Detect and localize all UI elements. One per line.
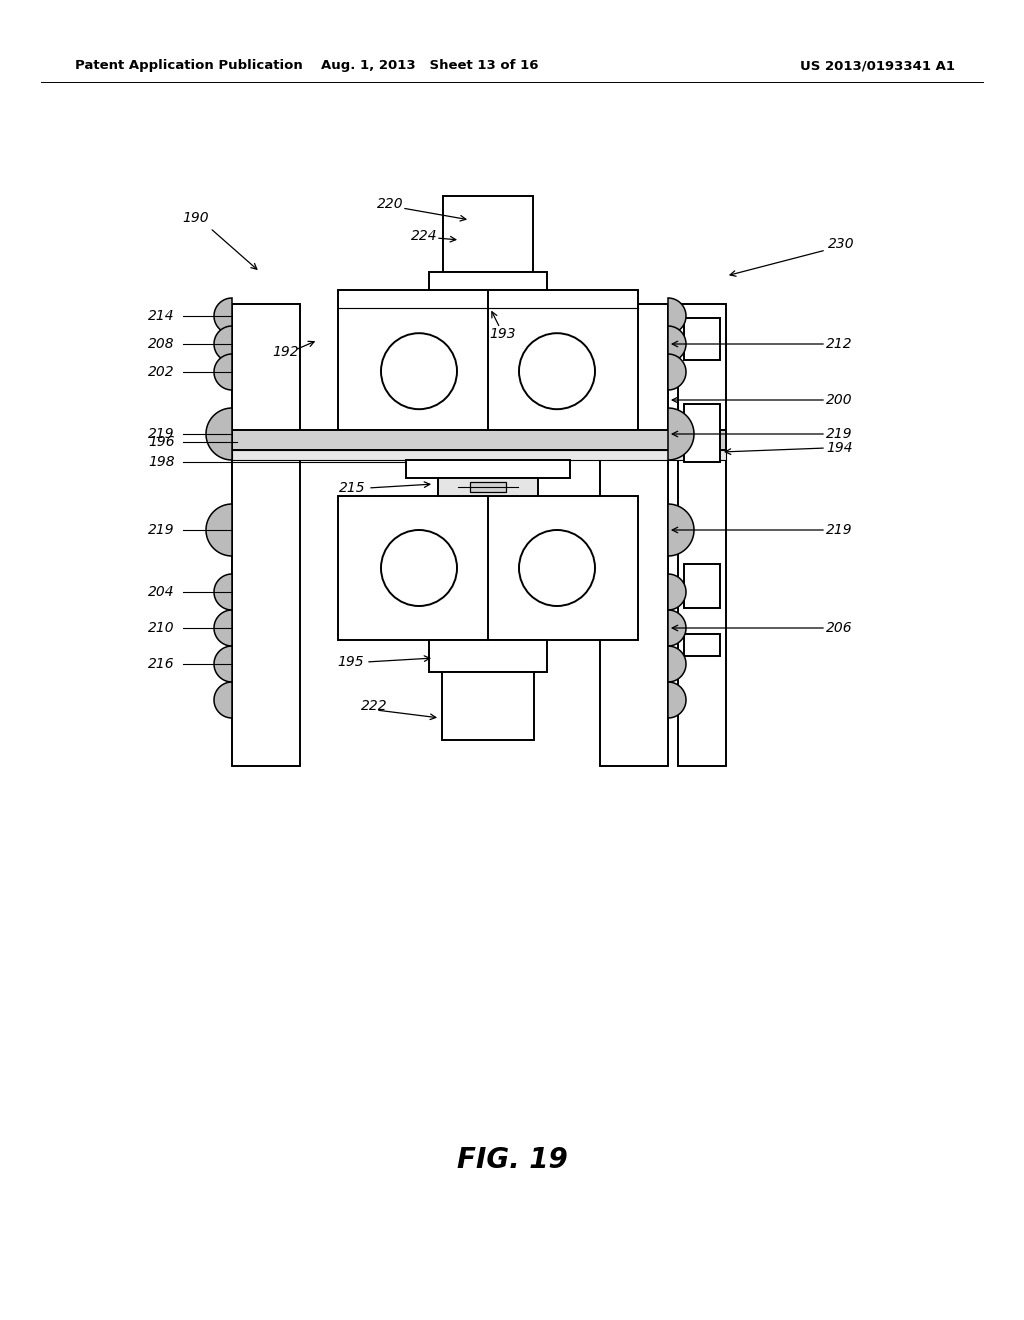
Bar [232, 450, 726, 459]
Circle shape [519, 531, 595, 606]
Polygon shape [668, 610, 686, 645]
Text: 196: 196 [148, 436, 175, 449]
Polygon shape [668, 354, 686, 389]
Polygon shape [668, 645, 686, 682]
Text: 219: 219 [148, 523, 175, 537]
Text: 215: 215 [339, 480, 366, 495]
Circle shape [519, 333, 595, 409]
Bar [470, 482, 506, 492]
Bar [338, 496, 638, 640]
Bar [232, 430, 726, 450]
Text: 219: 219 [826, 523, 853, 537]
Text: 195: 195 [337, 655, 364, 669]
Text: 214: 214 [148, 309, 175, 323]
Circle shape [381, 333, 457, 409]
Polygon shape [668, 298, 686, 334]
Text: 204: 204 [148, 585, 175, 599]
Bar [406, 459, 570, 478]
Text: 190: 190 [182, 211, 209, 224]
Polygon shape [214, 645, 232, 682]
Bar [338, 290, 638, 430]
Bar [684, 564, 720, 609]
Text: FIG. 19: FIG. 19 [457, 1146, 567, 1173]
Text: 220: 220 [377, 197, 403, 211]
Text: 202: 202 [148, 366, 175, 379]
Polygon shape [214, 682, 232, 718]
Polygon shape [214, 298, 232, 334]
Polygon shape [668, 408, 694, 459]
Polygon shape [668, 682, 686, 718]
Bar [438, 478, 538, 496]
Text: 224: 224 [411, 228, 437, 243]
Bar [442, 672, 534, 741]
Text: 192: 192 [272, 345, 299, 359]
Bar [429, 272, 547, 290]
Text: 193: 193 [489, 327, 516, 341]
Text: 222: 222 [360, 700, 387, 713]
Polygon shape [214, 610, 232, 645]
Text: 219: 219 [826, 426, 853, 441]
Text: Aug. 1, 2013   Sheet 13 of 16: Aug. 1, 2013 Sheet 13 of 16 [322, 59, 539, 73]
Polygon shape [206, 408, 232, 459]
Bar [684, 404, 720, 462]
Polygon shape [668, 574, 686, 610]
Bar [684, 318, 720, 360]
Polygon shape [668, 504, 694, 556]
Bar [600, 304, 668, 766]
Text: 206: 206 [826, 620, 853, 635]
Text: 210: 210 [148, 620, 175, 635]
Text: 198: 198 [148, 455, 175, 469]
Polygon shape [206, 504, 232, 556]
Polygon shape [214, 354, 232, 389]
Bar [232, 304, 300, 766]
Polygon shape [214, 574, 232, 610]
Polygon shape [668, 326, 686, 362]
Text: 216: 216 [148, 657, 175, 671]
Text: 212: 212 [826, 337, 853, 351]
Bar [678, 304, 726, 766]
Text: Patent Application Publication: Patent Application Publication [75, 59, 303, 73]
Circle shape [381, 531, 457, 606]
Bar [443, 195, 534, 272]
Text: 194: 194 [826, 441, 853, 455]
Text: US 2013/0193341 A1: US 2013/0193341 A1 [800, 59, 955, 73]
Text: 208: 208 [148, 337, 175, 351]
Bar [684, 634, 720, 656]
Text: 219: 219 [148, 426, 175, 441]
Polygon shape [214, 326, 232, 362]
Bar [429, 640, 547, 672]
Text: 200: 200 [826, 393, 853, 407]
Text: 230: 230 [828, 238, 855, 251]
